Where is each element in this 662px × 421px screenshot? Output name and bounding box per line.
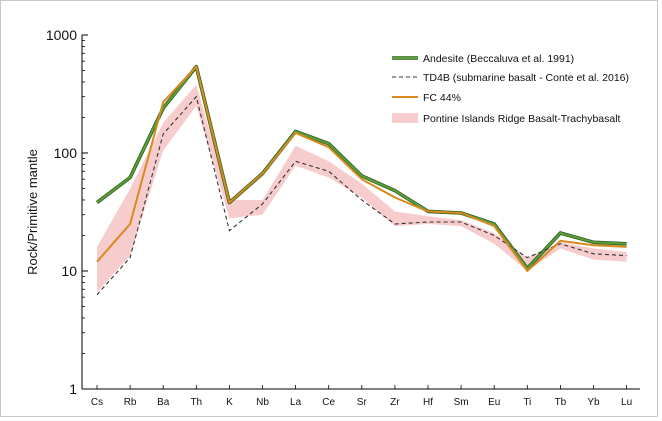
x-tick-label-cs: Cs — [91, 397, 103, 408]
legend-item-3: FC 44% — [392, 92, 461, 104]
x-tick-label-th: Th — [190, 397, 202, 408]
legend-item-band: Pontine Islands Ridge Basalt-Trachybasal… — [392, 113, 621, 125]
x-tick-label-nb: Nb — [256, 397, 269, 408]
legend-item-2: TD4B (submarine basalt - Conte et al. 20… — [392, 72, 629, 84]
series-1-line — [96, 65, 627, 270]
series-3-line — [96, 65, 627, 272]
plot-area — [95, 64, 627, 296]
x-tick-label-yb: Yb — [587, 397, 600, 408]
x-tick-label-hf: Hf — [423, 397, 433, 408]
legend-swatch — [392, 113, 418, 123]
series-1-edge — [95, 64, 627, 271]
legend-item-1: Andesite (Beccaluva et al. 1991) — [392, 53, 574, 65]
x-tick-label-ce: Ce — [322, 397, 335, 408]
x-tick-label-eu: Eu — [488, 397, 500, 408]
legend-label: FC 44% — [423, 92, 461, 104]
x-tick-label-sm: Sm — [454, 397, 469, 408]
x-tick-label-k: K — [226, 397, 233, 408]
y-tick-label: 100 — [54, 145, 78, 161]
y-tick-label: 10 — [61, 263, 77, 279]
range-band — [97, 84, 627, 293]
legend-label: Pontine Islands Ridge Basalt-Trachybasal… — [423, 113, 621, 125]
legend: Andesite (Beccaluva et al. 1991) TD4B (su… — [392, 53, 629, 125]
x-tick-label-ti: Ti — [523, 397, 531, 408]
legend-label: TD4B (submarine basalt - Conte et al. 20… — [423, 72, 629, 84]
y-axis-label: Rock/Primitive mantle — [25, 149, 40, 275]
x-tick-label-tb: Tb — [555, 397, 567, 408]
x-tick-label-zr: Zr — [390, 397, 400, 408]
y-tick-label: 1 — [69, 381, 77, 397]
x-tick-label-lu: Lu — [621, 397, 632, 408]
legend-label: Andesite (Beccaluva et al. 1991) — [423, 53, 574, 65]
x-tick-label-rb: Rb — [124, 397, 137, 408]
x-tick-label-sr: Sr — [357, 397, 368, 408]
x-tick-label-ba: Ba — [157, 397, 170, 408]
x-tick-label-la: La — [290, 397, 302, 408]
series-2-line — [96, 95, 627, 296]
y-tick-label: 1000 — [46, 27, 77, 43]
axes: 1 10 100 1000 Cs Rb Ba Th K Nb La Ce Sr Zr Hf Sm Eu Ti Tb Y… — [25, 27, 640, 408]
